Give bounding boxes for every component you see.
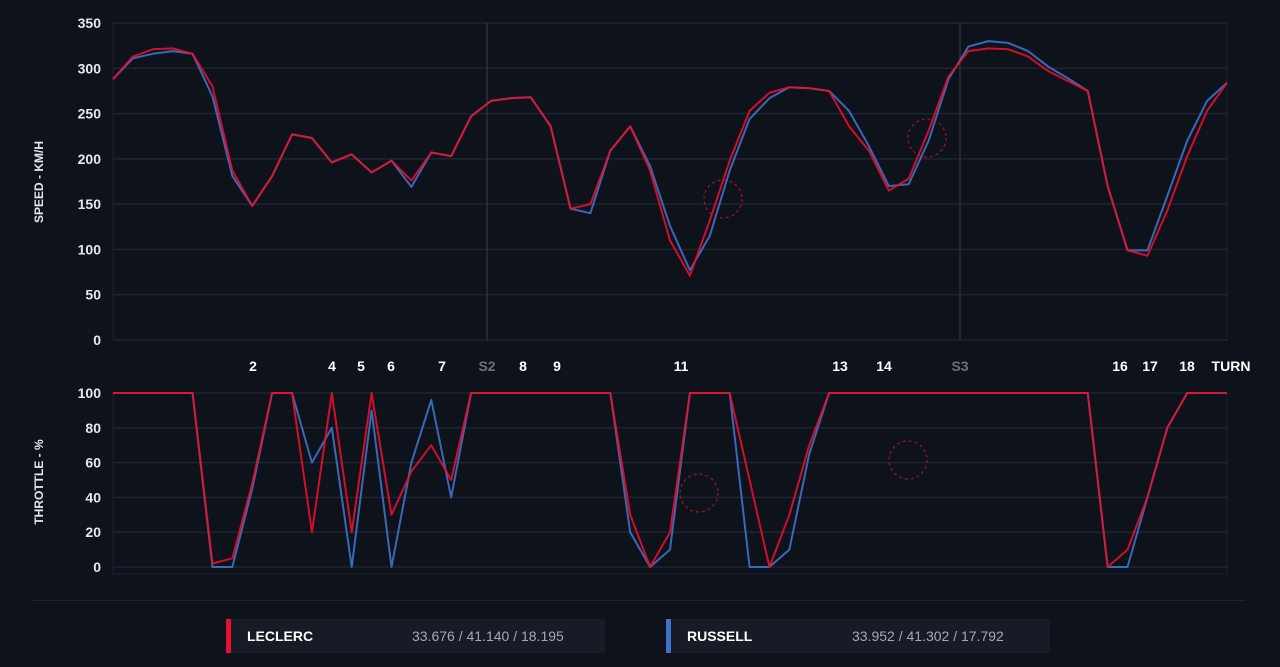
- y-tick-label: 50: [85, 287, 101, 303]
- turn-label: TURN: [1212, 358, 1251, 374]
- legend-sector-times: 33.952 / 41.302 / 17.792: [852, 628, 1004, 644]
- turn-label: 16: [1112, 358, 1128, 374]
- highlight-circle: [888, 440, 928, 480]
- y-tick-label: 100: [78, 385, 102, 401]
- turn-label: S3: [951, 358, 968, 374]
- leclerc-color-bar: [226, 619, 231, 653]
- plot-frame: [112, 22, 1228, 341]
- turn-label: 18: [1179, 358, 1195, 374]
- speed-axis-title: SPEED - KM/H: [32, 141, 46, 223]
- highlight-circle: [907, 118, 947, 158]
- y-tick-label: 300: [78, 60, 102, 76]
- turn-label: 14: [876, 358, 892, 374]
- y-tick-label: 100: [78, 241, 102, 257]
- turn-label: 9: [553, 358, 561, 374]
- russell-color-bar: [666, 619, 671, 653]
- y-tick-label: 40: [85, 489, 101, 505]
- legend-sector-times: 33.676 / 41.140 / 18.195: [412, 628, 564, 644]
- divider: [32, 600, 1245, 601]
- turn-label: S2: [478, 358, 495, 374]
- turn-labels: 2 4 5 6 7 S2 8 9 11 13 14 S3 16 17 18 TURN: [249, 358, 1250, 374]
- turn-label: 2: [249, 358, 257, 374]
- series-line-leclerc: [112, 47, 1228, 277]
- highlight-circle: [679, 473, 719, 513]
- legend-driver-name: LECLERC: [247, 628, 314, 644]
- turn-label: 7: [438, 358, 446, 374]
- y-tick-label: 150: [78, 196, 102, 212]
- throttle-panel: 0 20 40 60 80 100: [78, 385, 1228, 575]
- y-tick-label: 80: [85, 420, 101, 436]
- series-line-russell: [113, 392, 1227, 568]
- speed-panel: 0 50 100 150 200 250 300 350: [78, 15, 1228, 348]
- legend-item-leclerc: LECLERC 33.676 / 41.140 / 18.195: [226, 619, 605, 653]
- turn-label: 11: [674, 358, 689, 374]
- turn-label: 8: [519, 358, 527, 374]
- highlight-circle: [703, 179, 743, 219]
- turn-label: 13: [832, 358, 848, 374]
- y-tick-label: 60: [85, 455, 101, 471]
- telemetry-chart: 0 50 100 150 200 250 300 350 0 20 40 60 80 100 2 4 5 6 7…: [32, 15, 1250, 575]
- y-tick-label: 200: [78, 151, 102, 167]
- y-tick-label: 20: [85, 524, 101, 540]
- legend-item-russell: RUSSELL 33.952 / 41.302 / 17.792: [666, 619, 1050, 653]
- turn-label: 6: [387, 358, 395, 374]
- series-line-russell: [112, 40, 1228, 272]
- series-line-leclerc: [113, 392, 1227, 568]
- turn-label: 5: [357, 358, 365, 374]
- y-tick-label: 0: [93, 332, 101, 348]
- legend-driver-name: RUSSELL: [687, 628, 753, 644]
- turn-label: 17: [1142, 358, 1158, 374]
- throttle-axis-title: THROTTLE - %: [32, 439, 46, 525]
- y-tick-label: 350: [78, 15, 102, 31]
- y-tick-label: 250: [78, 106, 102, 122]
- turn-label: 4: [328, 358, 336, 374]
- y-tick-label: 0: [93, 559, 101, 575]
